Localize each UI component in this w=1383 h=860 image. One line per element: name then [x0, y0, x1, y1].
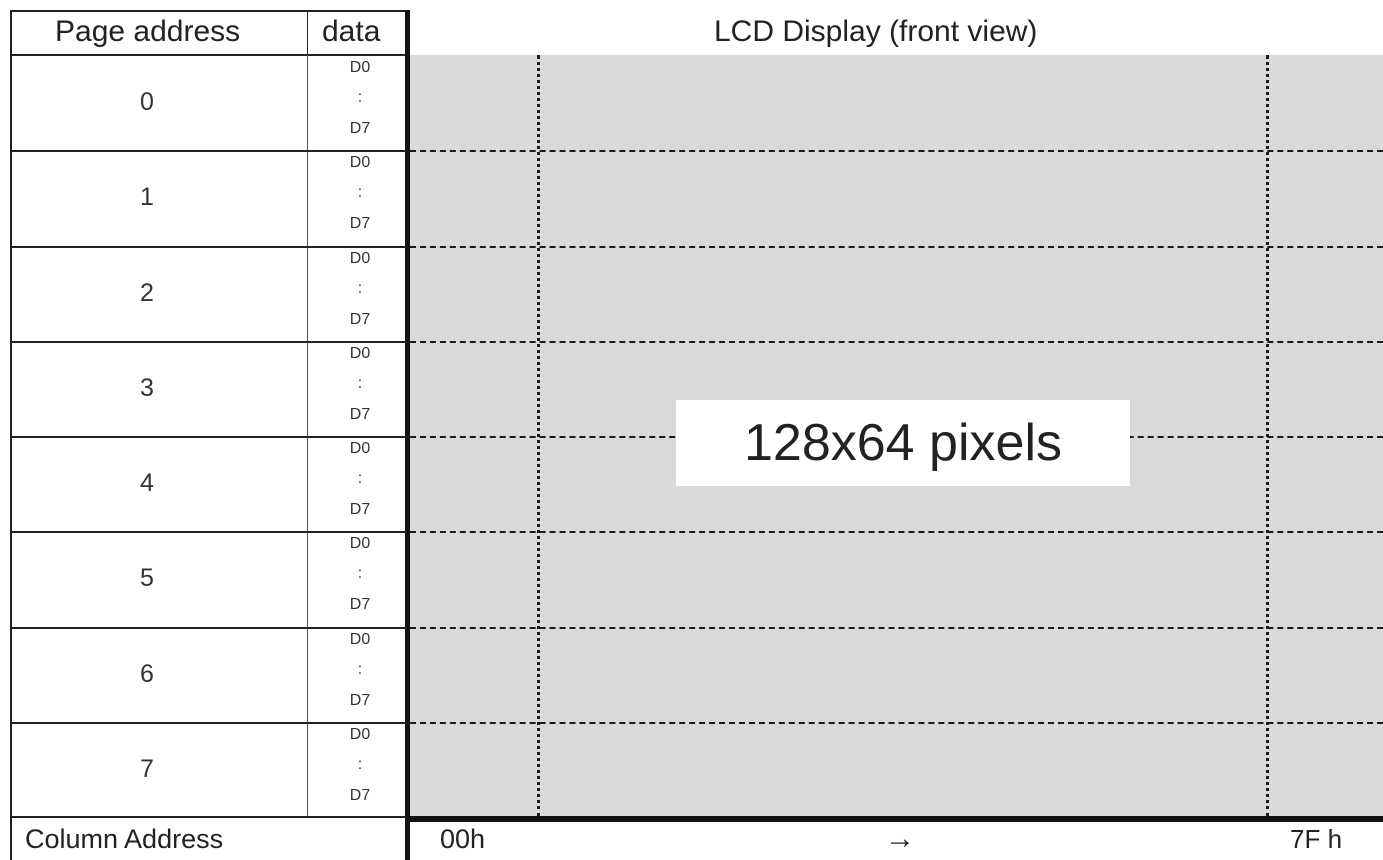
page-row [10, 531, 407, 626]
page-row [10, 721, 407, 817]
data-bit-d7: D7 [349, 501, 371, 518]
page-row [10, 150, 407, 245]
data-bit-d0: D0 [349, 154, 371, 172]
data-bit-ellipsis: : [357, 279, 363, 297]
page-boundary-line [410, 626, 1383, 629]
data-header-cell [307, 10, 409, 56]
data-bit-d0: D0 [349, 535, 371, 553]
page-number: 7 [140, 754, 154, 783]
data-bit-d7: D7 [349, 691, 371, 709]
data-bit-d0: D0 [349, 344, 371, 362]
page-boundary-line [410, 721, 1383, 724]
data-bit-ellipsis: : [357, 184, 363, 202]
resolution-label: 128x64 pixels [744, 414, 1062, 472]
right-arrow-icon: → [885, 822, 915, 855]
page-number: 2 [140, 278, 154, 307]
page-boundary-line [410, 340, 1383, 343]
data-bit-d7: D7 [349, 405, 371, 423]
data-bit-d0: D0 [349, 249, 371, 267]
column-end-address: 7F h [1290, 824, 1343, 854]
data-bit-ellipsis: : [357, 374, 363, 392]
page-row [10, 626, 407, 722]
page-row [10, 340, 407, 436]
page-number: 6 [140, 659, 154, 688]
footer-left-border [10, 816, 12, 860]
lcd-display-title: LCD Display (front view) [714, 15, 1038, 48]
data-bit-d7: D7 [349, 596, 371, 614]
lcd-display-area: 128x64 pixels [410, 55, 1383, 817]
column-start-address: 00h [440, 824, 486, 854]
data-bit-d0: D0 [349, 59, 371, 76]
page-number: 1 [140, 183, 154, 212]
page-address-header: Page address [55, 15, 241, 48]
data-bit-ellipsis: : [357, 660, 363, 678]
data-header: data [322, 15, 381, 48]
display-bottom-border [405, 816, 1383, 822]
page-number: 5 [140, 564, 154, 593]
page-number: 4 [140, 469, 154, 497]
data-bit-d7: D7 [349, 310, 371, 328]
page-boundary-line [410, 150, 1383, 153]
data-bit-d7: D7 [349, 786, 371, 804]
data-bit-ellipsis: : [357, 470, 363, 487]
page-boundary-line [410, 531, 1383, 534]
page-row [10, 245, 407, 341]
table-bottom-border [10, 816, 406, 818]
data-bit-ellipsis: : [357, 565, 363, 583]
table-right-border [405, 10, 410, 860]
data-bit-d0: D0 [349, 725, 371, 743]
page-address-header-cell [10, 10, 308, 56]
page-number: 0 [140, 88, 154, 116]
resolution-label-box: 128x64 pixels [676, 400, 1130, 486]
column-address-label: Column Address [25, 824, 224, 854]
column-boundary-line [1266, 55, 1269, 817]
data-bit-d7: D7 [349, 120, 371, 137]
page-number: 3 [140, 373, 154, 402]
data-bit-d7: D7 [349, 215, 371, 233]
data-bit-d0: D0 [349, 440, 371, 457]
data-bit-ellipsis: : [357, 89, 363, 106]
page-boundary-line [410, 245, 1383, 248]
column-boundary-line [537, 55, 540, 817]
data-bit-ellipsis: : [357, 755, 363, 773]
data-bit-d0: D0 [349, 630, 371, 648]
page-row [10, 436, 407, 531]
